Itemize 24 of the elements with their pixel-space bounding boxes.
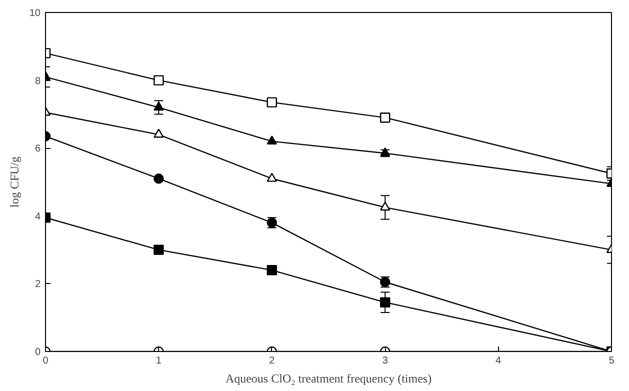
x-tick-label: 4 <box>496 356 502 366</box>
x-tick-label: 1 <box>156 356 162 366</box>
point <box>266 136 277 145</box>
point <box>266 97 277 108</box>
x-tick-label: 5 <box>608 356 615 366</box>
point <box>154 102 164 111</box>
point <box>154 128 164 138</box>
point <box>154 174 164 184</box>
y-tick-label: 2 <box>34 279 41 290</box>
point <box>154 75 164 86</box>
x-tick-label: 2 <box>269 356 276 366</box>
x-axis-title: Aqueous ClO₂ treatment frequency (times) <box>225 372 432 386</box>
y-tick-label: 4 <box>34 211 41 222</box>
point <box>266 172 277 182</box>
y-tick-label: 8 <box>34 76 41 87</box>
point <box>380 147 390 156</box>
y-tick-label: 6 <box>34 144 41 155</box>
x-tick-label: 0 <box>42 356 49 366</box>
x-tick-label: 3 <box>382 356 388 366</box>
y-tick-label: 0 <box>34 347 41 358</box>
point <box>380 112 390 123</box>
y-tick-label: 10 <box>29 8 41 19</box>
point <box>380 202 390 211</box>
y-axis-title: log CFU/g <box>7 156 22 208</box>
